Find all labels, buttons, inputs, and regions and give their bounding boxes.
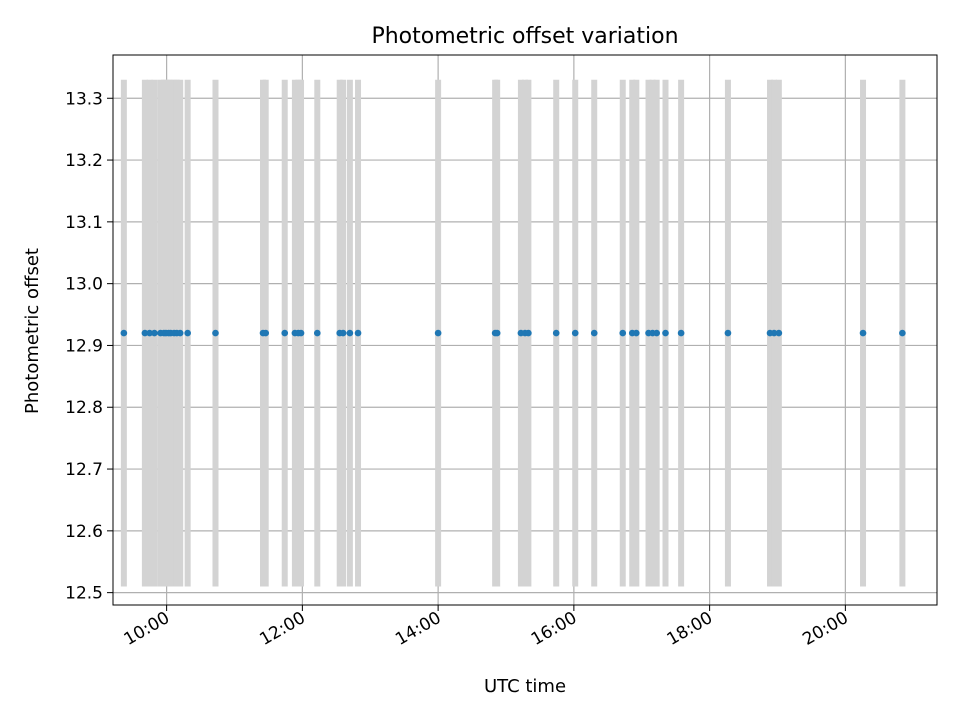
data-point bbox=[141, 329, 149, 337]
data-point bbox=[770, 329, 778, 337]
data-point bbox=[434, 329, 442, 337]
data-points bbox=[120, 329, 906, 337]
data-point bbox=[151, 329, 158, 337]
data-point bbox=[590, 329, 598, 337]
y-tick-label: 13.2 bbox=[65, 151, 103, 171]
data-point bbox=[493, 329, 501, 337]
chart-title: Photometric offset variation bbox=[371, 24, 678, 49]
data-point bbox=[314, 329, 321, 337]
y-tick-label: 12.9 bbox=[65, 336, 103, 356]
data-point bbox=[619, 329, 627, 337]
data-point bbox=[297, 329, 305, 337]
data-point bbox=[120, 329, 128, 337]
data-point bbox=[262, 329, 270, 337]
data-point bbox=[859, 329, 867, 337]
data-point bbox=[212, 329, 219, 337]
data-point bbox=[184, 329, 191, 337]
data-point bbox=[724, 329, 732, 337]
data-point bbox=[633, 329, 640, 337]
y-axis-label: Photometric offset bbox=[22, 248, 43, 414]
data-point bbox=[552, 329, 560, 337]
data-point bbox=[775, 329, 783, 337]
y-tick-label: 13.3 bbox=[65, 89, 103, 109]
data-point bbox=[571, 329, 579, 337]
y-tick-label: 12.6 bbox=[65, 522, 103, 542]
data-point bbox=[677, 329, 685, 337]
data-point bbox=[899, 329, 906, 337]
data-point bbox=[339, 329, 347, 337]
data-point bbox=[146, 329, 153, 337]
data-point bbox=[662, 329, 669, 337]
x-axis-label: UTC time bbox=[484, 676, 566, 697]
y-tick-label: 12.7 bbox=[65, 460, 103, 480]
y-axis-ticks: 12.5 12.6 12.7 12.8 12.9 13.0 13.1 13.2 13.3 bbox=[65, 89, 113, 604]
y-tick-label: 13.0 bbox=[65, 275, 103, 295]
data-point bbox=[525, 329, 532, 337]
data-point bbox=[346, 329, 354, 337]
data-point bbox=[354, 329, 362, 337]
y-tick-label: 13.1 bbox=[65, 213, 103, 233]
y-tick-label: 12.5 bbox=[65, 584, 103, 604]
data-point bbox=[176, 329, 184, 337]
y-tick-label: 12.8 bbox=[65, 398, 103, 418]
plot-area-frame bbox=[112, 54, 938, 606]
data-point bbox=[653, 329, 660, 337]
data-point bbox=[281, 329, 289, 337]
